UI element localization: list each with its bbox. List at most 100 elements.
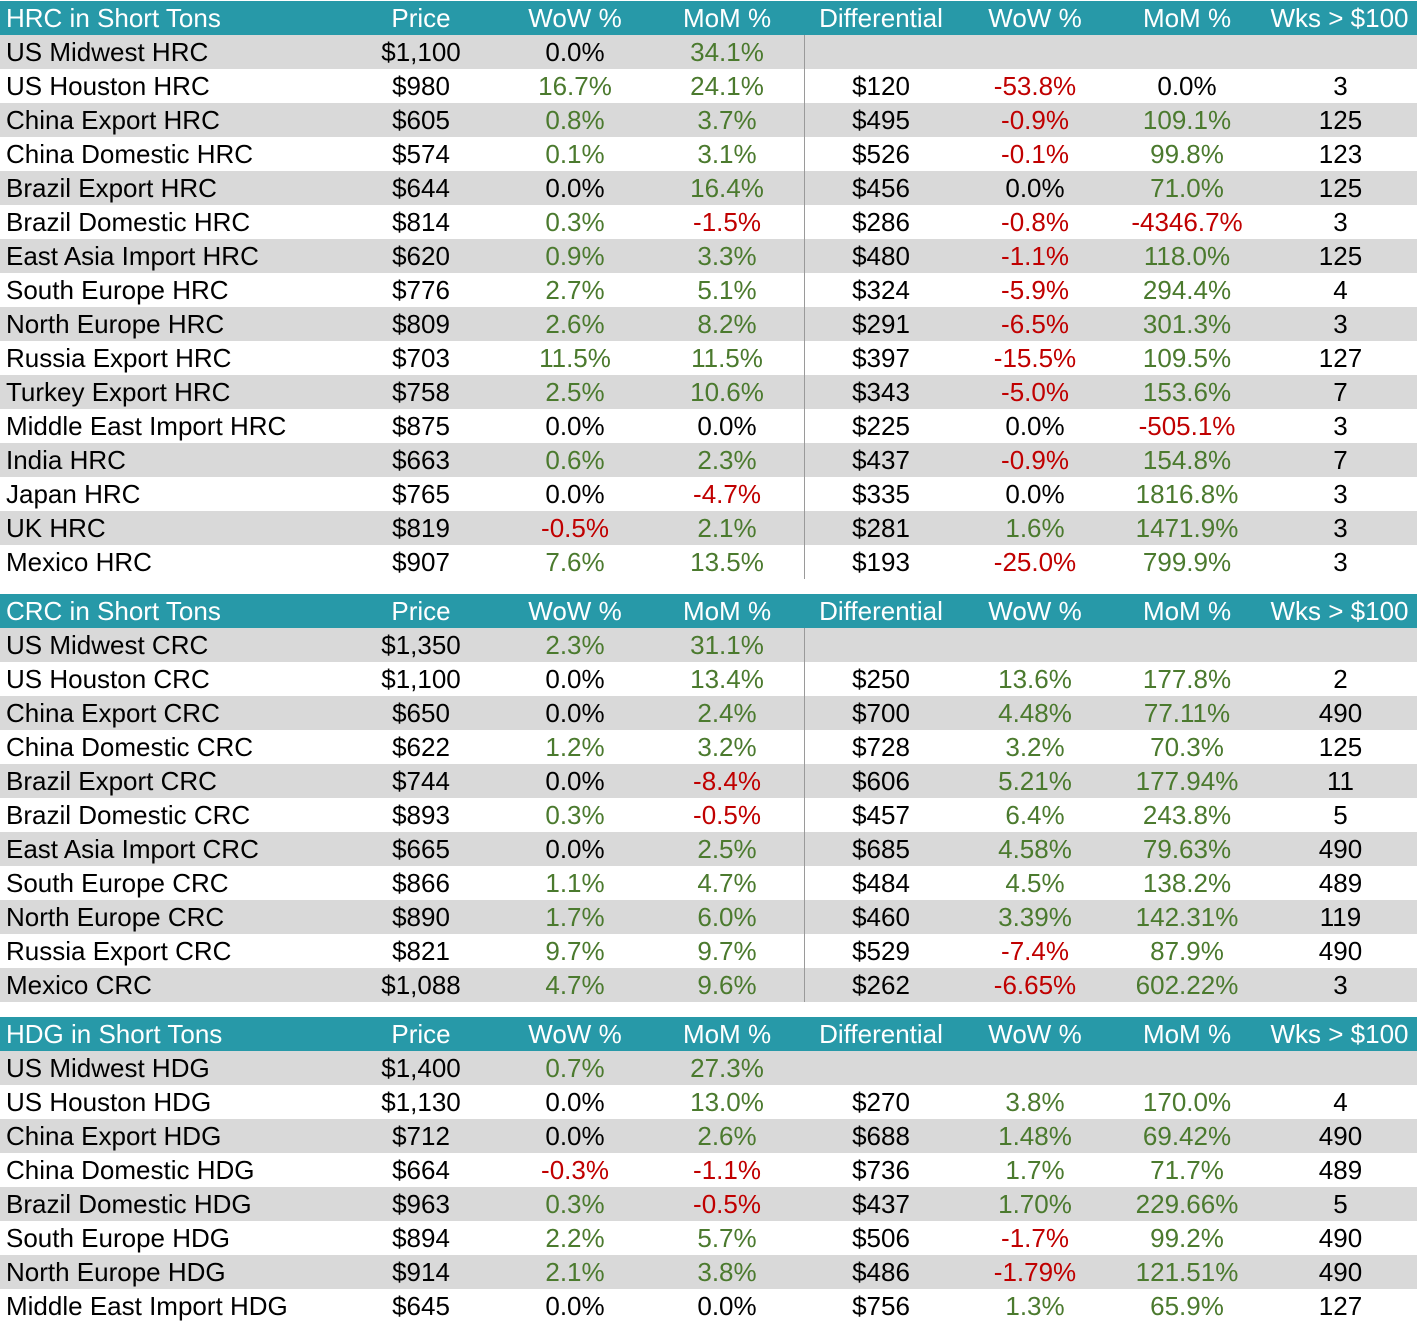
table-row: North Europe HRC $809 2.6% 8.2% $291 -6.5% 301… [0,307,1417,341]
diff-wow-cell: -53.8% [993,71,1077,101]
price-cell: $712 [392,1121,450,1151]
mom-cell: 2.1% [697,513,757,543]
differential-cell: $486 [852,1257,910,1287]
diff-mom-cell: 77.11% [1143,698,1231,728]
wow-cell: 0.0% [545,664,605,694]
wow-cell: 0.0% [545,37,605,67]
diff-wow-cell: 0.0% [1005,173,1065,203]
price-cell: $1,100 [381,664,461,694]
diff-mom-cell: 799.9% [1142,547,1232,577]
mom-cell: 27.3% [690,1053,764,1083]
price-cell: $758 [392,377,450,407]
differential-cell: $495 [852,105,910,135]
mom-cell: 4.7% [697,868,757,898]
weeks-cell [1264,628,1417,662]
price-cell: $890 [392,902,450,932]
diff-mom-cell: 121.51% [1135,1257,1239,1287]
differential-cell: $506 [852,1223,910,1253]
differential-cell: $286 [852,207,910,237]
differential-cell [806,628,956,662]
header-mom: MoM % [682,3,772,33]
weeks-cell: 490 [1318,936,1363,966]
price-cell: $1,088 [381,970,461,1000]
header-diff-wow: WoW % [988,3,1082,33]
mom-cell: 0.0% [697,1291,757,1321]
diff-wow-cell: 3.2% [1005,732,1065,762]
header-diff-wow: WoW % [988,1019,1082,1049]
table-row: Brazil Domestic CRC $893 0.3% -0.5% $457 6.4%… [0,798,1417,832]
mom-cell: 8.2% [697,309,757,339]
product-name: China Domestic HDG [6,1155,255,1185]
mom-cell: 10.6% [690,377,764,407]
weeks-cell: 3 [1333,479,1348,509]
table-row: Brazil Domestic HDG $963 0.3% -0.5% $437 1.70… [0,1187,1417,1221]
wow-cell: 0.0% [545,1121,605,1151]
crc-rows: US Midwest CRC $1,350 2.3% 31.1% US Houston … [0,628,1417,1002]
diff-wow-cell [960,1051,1110,1085]
weeks-cell: 119 [1319,902,1362,932]
differential-cell: $343 [852,377,910,407]
diff-wow-cell: -5.0% [1001,377,1069,407]
table-row: South Europe HRC $776 2.7% 5.1% $324 -5.9% 294… [0,273,1417,307]
wow-cell: 0.9% [545,241,605,271]
price-cell: $620 [392,241,450,271]
wow-cell: 0.0% [545,479,605,509]
header-weeks: Wks > $100 [1270,596,1409,626]
differential-cell: $120 [852,71,910,101]
product-name: Japan HRC [6,479,141,509]
diff-wow-cell: 0.0% [1005,411,1065,441]
wow-cell: 0.0% [545,1291,605,1321]
differential-cell: $480 [852,241,910,271]
diff-wow-cell: 4.48% [998,698,1072,728]
header-price: Price [391,1019,451,1049]
diff-mom-cell: 109.5% [1142,343,1232,373]
diff-mom-cell: 1471.9% [1135,513,1239,543]
mom-cell: 11.5% [691,343,763,373]
differential-cell: $250 [852,664,910,694]
diff-mom-cell: 1816.8% [1135,479,1239,509]
product-name: India HRC [6,445,126,475]
product-name: South Europe CRC [6,868,229,898]
mom-cell: -4.7% [693,479,761,509]
weeks-cell: 7 [1333,377,1348,407]
wow-cell: 16.7% [538,71,612,101]
wow-cell: 0.3% [545,207,605,237]
price-cell: $894 [392,1223,450,1253]
mom-cell: 3.2% [697,732,757,762]
wow-cell: 0.0% [545,698,605,728]
product-name: Brazil Domestic HDG [6,1189,252,1219]
diff-wow-cell: 3.39% [998,902,1072,932]
mom-cell: 3.3% [697,241,757,271]
diff-wow-cell: -1.7% [1001,1223,1069,1253]
table-row: China Domestic CRC $622 1.2% 3.2% $728 3.2% 70… [0,730,1417,764]
diff-wow-cell: 1.3% [1005,1291,1065,1321]
diff-mom-cell: 118.0% [1143,241,1231,271]
price-cell: $776 [392,275,450,305]
differential-cell: $437 [852,445,910,475]
table-row: Mexico HRC $907 7.6% 13.5% $193 -25.0% 799.9% 3 [0,545,1417,579]
weeks-cell: 3 [1333,547,1348,577]
price-cell: $645 [392,1291,450,1321]
diff-mom-cell [1112,628,1262,662]
weeks-cell: 5 [1333,800,1348,830]
table-row: US Houston HRC $980 16.7% 24.1% $120 -53.8% 0.… [0,69,1417,103]
price-cell: $574 [392,139,450,169]
header-wow: WoW % [528,3,622,33]
weeks-cell: 4 [1333,275,1348,305]
weeks-cell: 490 [1318,1223,1363,1253]
weeks-cell: 125 [1318,173,1363,203]
differential-cell: $688 [852,1121,910,1151]
diff-mom-cell [1112,35,1262,69]
differential-cell: $756 [852,1291,910,1321]
price-cell: $1,350 [381,630,461,660]
diff-mom-cell: 177.8% [1142,664,1232,694]
diff-wow-cell: 4.5% [1005,868,1065,898]
price-cell: $980 [392,71,450,101]
weeks-cell: 489 [1318,1155,1363,1185]
weeks-cell: 11 [1327,766,1354,796]
price-cell: $893 [392,800,450,830]
product-name: North Europe HRC [6,309,225,339]
weeks-cell: 125 [1318,105,1363,135]
wow-cell: 0.3% [545,800,605,830]
product-name: China Export HRC [6,105,220,135]
